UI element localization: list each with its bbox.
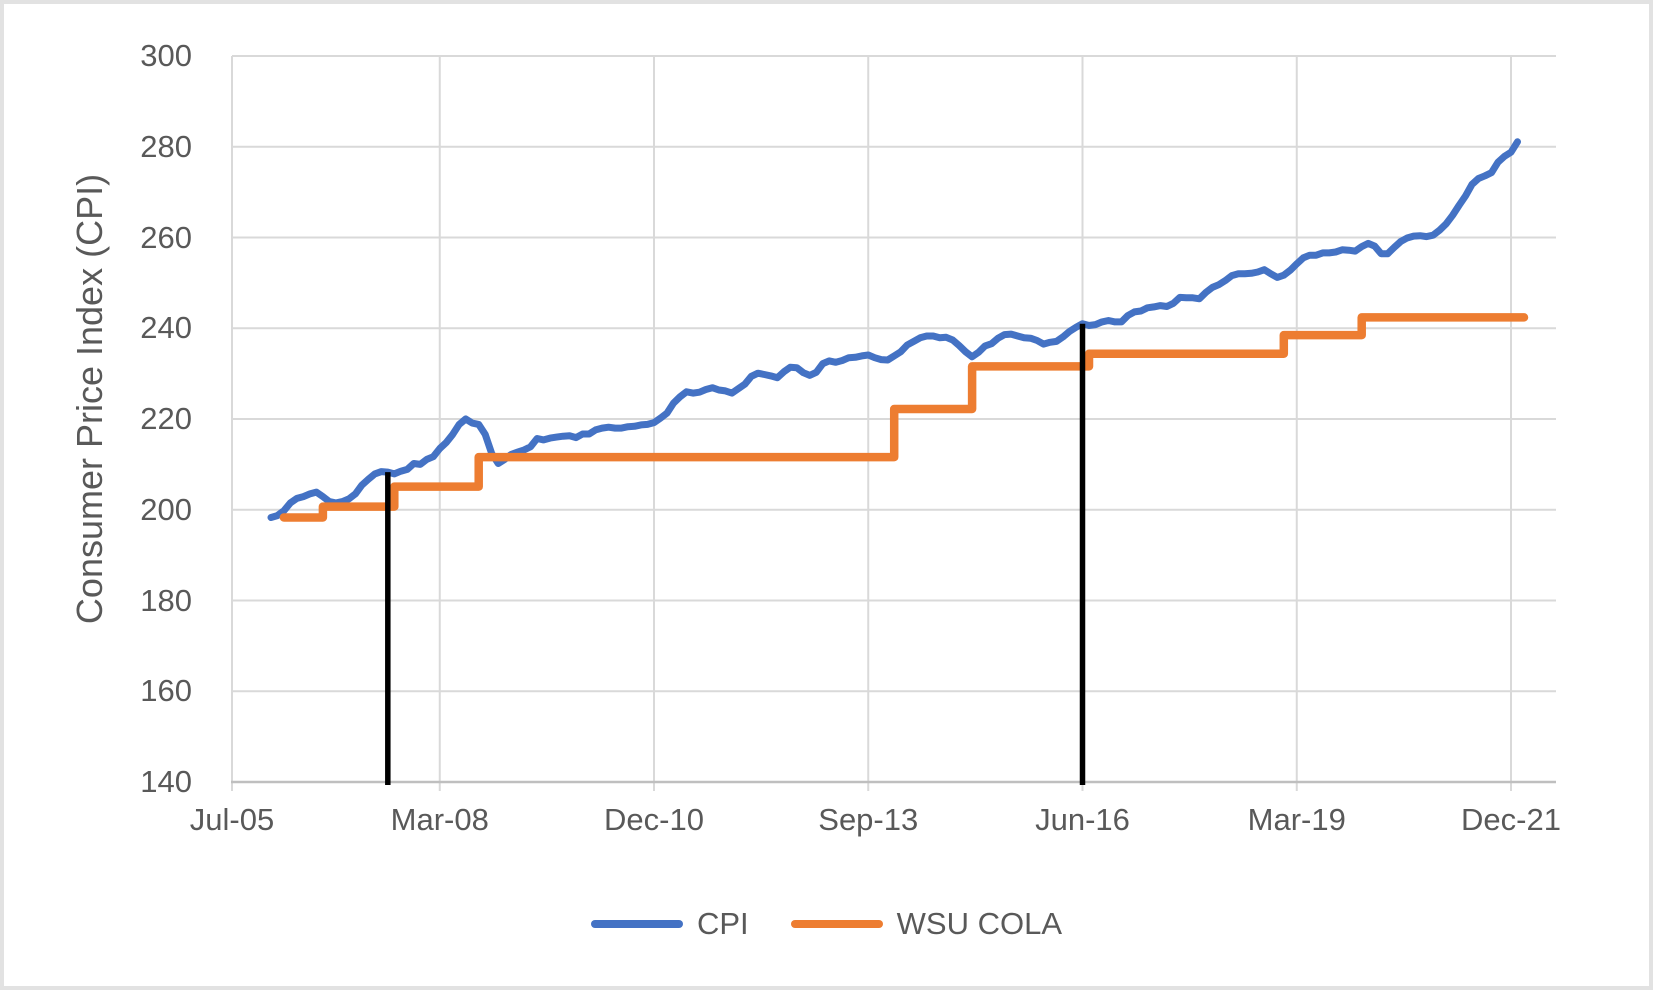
legend-item-wsu-cola: WSU COLA: [790, 906, 1063, 942]
wsu-cola-line: [279, 313, 1529, 522]
y-tick-label-180: 180: [140, 582, 192, 618]
y-tick-label-280: 280: [140, 128, 192, 164]
y-tick-label-300: 300: [140, 38, 192, 73]
x-tick-label-Sep-13: Sep-13: [818, 802, 919, 837]
legend-label-wsu-cola: WSU COLA: [896, 906, 1063, 941]
wsu-cola-line-swatch: [790, 920, 883, 928]
cpi-line: [267, 138, 1521, 521]
x-tick-label-Mar-08: Mar-08: [390, 802, 489, 837]
x-tick-label-Dec-10: Dec-10: [604, 802, 704, 837]
x-tick-label-Dec-21: Dec-21: [1461, 802, 1561, 837]
legend-item-cpi: CPI: [590, 906, 749, 942]
y-tick-label-240: 240: [140, 310, 192, 346]
y-tick-label-200: 200: [140, 491, 192, 527]
x-tick-label-Jun-16: Jun-16: [1035, 802, 1130, 837]
y-tick-label-260: 260: [140, 219, 192, 255]
cpi-line-swatch: [590, 920, 683, 928]
x-tick-label-Mar-19: Mar-19: [1247, 802, 1346, 837]
x-tick-label-Jul-05: Jul-05: [189, 802, 275, 837]
legend: CPI WSU COLA: [4, 900, 1649, 948]
chart-canvas: [231, 55, 1556, 791]
y-tick-label-160: 160: [140, 673, 192, 709]
y-tick-label-220: 220: [140, 401, 192, 436]
legend-label-cpi: CPI: [696, 906, 749, 941]
y-tick-label-140: 140: [140, 764, 192, 799]
y-axis-title: Consumer Price Index (CPI): [69, 173, 110, 625]
